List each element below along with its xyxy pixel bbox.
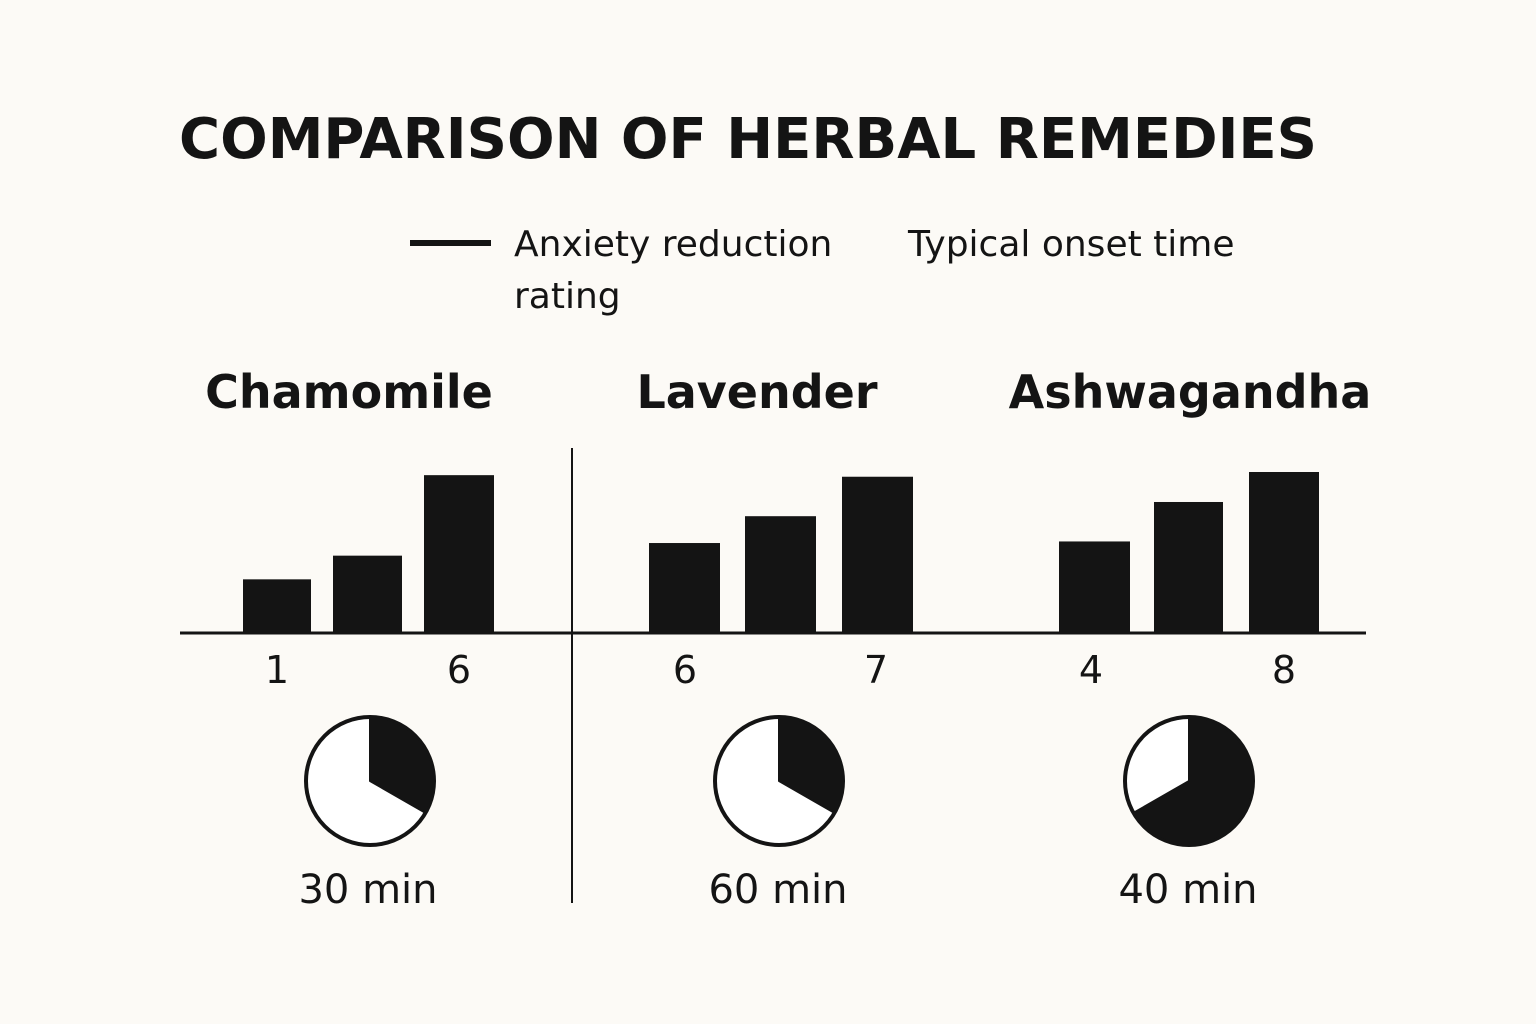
onset-label: 60 min (708, 867, 847, 913)
onset-pie-slice (369, 716, 435, 814)
onset-label: 40 min (1118, 867, 1257, 913)
tick-label: 1 (265, 648, 289, 692)
tick-label: 4 (1079, 648, 1103, 692)
legend: Anxiety reduction rating Typical onset t… (410, 224, 1234, 317)
bar (333, 555, 402, 633)
bar (424, 475, 494, 633)
tick-label: 8 (1272, 648, 1296, 692)
groups-layer: Chamomile 1 6 30 min Lavender 6 7 60 min Ashwaga… (205, 365, 1371, 913)
bar (1249, 472, 1319, 633)
group-chamomile: Chamomile 1 6 30 min (205, 365, 494, 913)
tick-label: 6 (447, 648, 471, 692)
group-title: Chamomile (205, 365, 493, 419)
bar (1154, 501, 1223, 633)
chart-title: COMPARISON OF HERBAL REMEDIES (179, 107, 1317, 172)
group-lavender: Lavender 6 7 60 min (636, 365, 913, 913)
onset-label: 30 min (298, 867, 437, 913)
legend-entry-rating-line-2: rating (514, 276, 621, 317)
bar (649, 543, 720, 633)
bar (243, 579, 311, 633)
legend-entry-rating-line-1: Anxiety reduction (514, 224, 832, 265)
onset-pie-slice (778, 716, 844, 814)
legend-entry-rating: Anxiety reduction rating (514, 224, 844, 317)
tick-label: 7 (864, 648, 888, 692)
group-title: Lavender (636, 365, 877, 419)
bar (842, 476, 913, 633)
bar (1059, 541, 1130, 633)
bar (745, 516, 816, 633)
legend-entry-onset: Typical onset time (907, 224, 1234, 265)
group-title: Ashwagandha (1009, 365, 1372, 419)
tick-label: 6 (673, 648, 697, 692)
group-ashwagandha: Ashwagandha 4 8 40 min (1009, 365, 1372, 913)
onset-pie-slice (1132, 716, 1254, 846)
